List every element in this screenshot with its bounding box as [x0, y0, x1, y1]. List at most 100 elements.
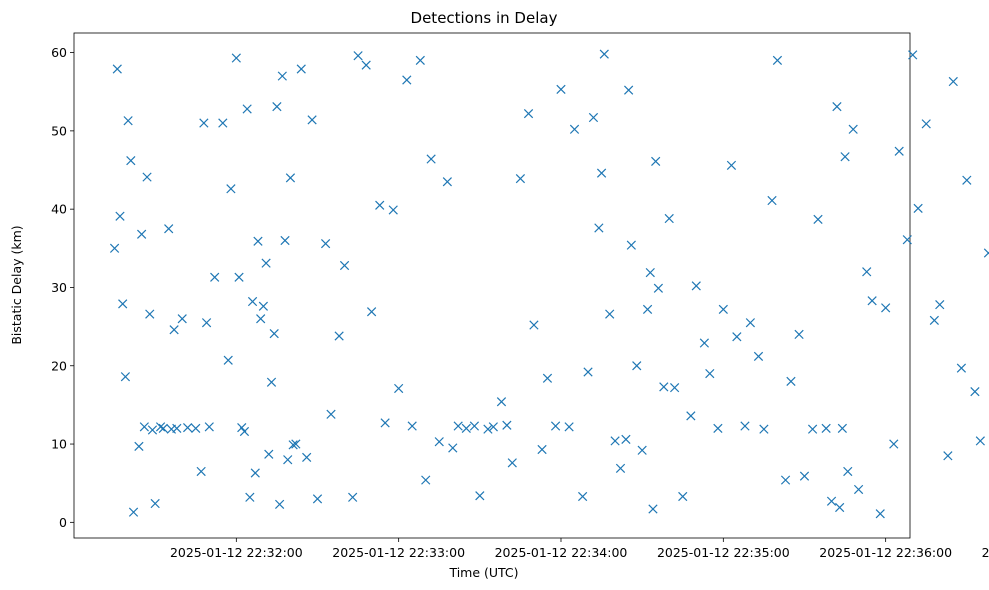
- data-point: [155, 422, 166, 432]
- data-point: [126, 155, 136, 166]
- data-point: [339, 260, 350, 271]
- data-point: [250, 468, 260, 478]
- data-point: [894, 146, 904, 156]
- data-point: [794, 329, 804, 340]
- data-point: [678, 491, 688, 502]
- data-point: [821, 423, 831, 434]
- data-point: [610, 436, 620, 446]
- data-point: [388, 205, 398, 215]
- data-point: [948, 76, 958, 87]
- data-point: [280, 235, 290, 246]
- data-point: [648, 504, 658, 514]
- data-point: [483, 424, 493, 434]
- data-point: [848, 124, 858, 134]
- data-point: [651, 156, 661, 167]
- data-point: [234, 272, 244, 282]
- data-point: [245, 492, 255, 502]
- data-point: [867, 296, 877, 306]
- data-point: [902, 235, 912, 245]
- data-point: [453, 421, 463, 431]
- y-axis-label: Bistatic Delay (km): [9, 225, 24, 344]
- data-point: [832, 101, 842, 112]
- x-tick-label: 2025-01-12 22:35:00: [657, 545, 790, 560]
- data-point: [542, 373, 553, 383]
- data-point: [283, 455, 293, 465]
- data-point: [237, 422, 247, 433]
- data-point: [312, 494, 323, 504]
- data-point: [605, 309, 615, 319]
- data-point: [726, 160, 737, 170]
- data-point: [366, 307, 377, 317]
- data-point: [226, 184, 236, 194]
- chart-title: Detections in Delay: [411, 9, 558, 27]
- data-point: [515, 174, 526, 184]
- data-point: [862, 267, 872, 277]
- data-point: [264, 449, 274, 459]
- data-point: [461, 423, 471, 434]
- x-tick-label: 2025-01-12 22:36:00: [819, 545, 952, 560]
- data-point: [434, 437, 444, 447]
- data-point: [913, 203, 923, 214]
- x-tick-label: 2025-01-12 22:37:00: [982, 545, 989, 560]
- data-points: [109, 49, 989, 519]
- data-point: [169, 325, 179, 335]
- data-point: [691, 281, 701, 291]
- data-point: [594, 223, 604, 233]
- data-point: [375, 200, 385, 210]
- data-point: [256, 314, 266, 324]
- data-point: [204, 422, 214, 432]
- data-point: [529, 320, 539, 330]
- data-point: [837, 423, 847, 434]
- data-point: [402, 75, 412, 85]
- data-point: [507, 458, 517, 468]
- data-point: [718, 304, 728, 315]
- data-point: [556, 84, 566, 94]
- data-point: [881, 303, 891, 313]
- x-tick-label: 2025-01-12 22:32:00: [170, 545, 303, 560]
- data-point: [813, 214, 823, 224]
- data-point: [564, 422, 574, 432]
- data-point: [134, 441, 144, 452]
- data-point: [669, 383, 680, 393]
- x-tick-label: 2025-01-12 22:34:00: [495, 545, 628, 560]
- data-point: [139, 422, 149, 432]
- data-point: [799, 471, 810, 481]
- y-tick-label: 40: [51, 202, 67, 217]
- y-tick-label: 20: [51, 358, 67, 373]
- data-point: [118, 299, 128, 309]
- data-point: [296, 64, 306, 74]
- data-point: [962, 175, 972, 185]
- data-point: [772, 55, 783, 66]
- plot-area: [73, 32, 911, 539]
- data-point: [921, 119, 931, 129]
- data-point: [583, 367, 593, 377]
- data-point: [266, 377, 277, 387]
- y-axis: 0 10 20 30 40 50 60: [51, 45, 74, 530]
- data-point: [970, 386, 980, 397]
- data-point: [502, 420, 512, 430]
- data-point: [242, 104, 252, 114]
- data-point: [699, 338, 710, 348]
- data-point: [653, 283, 664, 293]
- data-point: [407, 421, 417, 431]
- data-point: [128, 507, 139, 517]
- data-point: [177, 314, 187, 324]
- y-tick-label: 50: [51, 123, 67, 138]
- data-point: [807, 424, 818, 434]
- data-point: [145, 309, 155, 319]
- data-point: [123, 116, 133, 126]
- data-point: [645, 267, 655, 278]
- data-point: [875, 509, 885, 519]
- data-point: [109, 243, 120, 253]
- data-point: [380, 418, 390, 428]
- data-point: [196, 466, 206, 477]
- data-point: [142, 172, 152, 182]
- data-point: [713, 423, 723, 434]
- data-point: [956, 363, 967, 373]
- data-point: [475, 491, 485, 501]
- data-point: [253, 236, 263, 246]
- data-point: [935, 300, 945, 310]
- data-point: [172, 423, 182, 434]
- data-point: [537, 444, 547, 455]
